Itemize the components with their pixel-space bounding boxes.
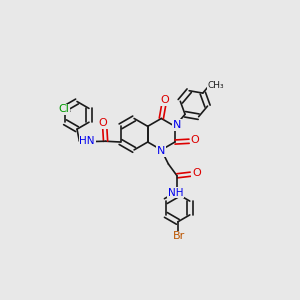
Text: CH₃: CH₃ [207, 81, 224, 90]
Text: N: N [157, 146, 165, 156]
Text: NH: NH [168, 188, 184, 198]
Text: N: N [173, 120, 182, 130]
Text: Cl: Cl [58, 104, 70, 114]
Text: O: O [160, 95, 169, 105]
Text: O: O [99, 118, 107, 128]
Text: O: O [192, 168, 201, 178]
Text: O: O [190, 135, 199, 145]
Text: HN: HN [80, 136, 95, 146]
Text: Br: Br [173, 231, 185, 241]
